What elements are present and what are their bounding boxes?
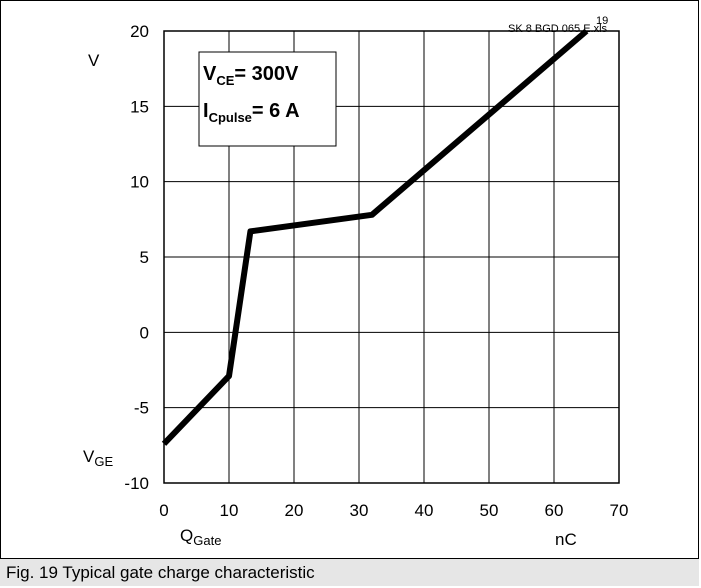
figure-number-annotation: 19: [596, 15, 608, 27]
conditions-box: [198, 51, 337, 147]
x-axis-label: QGate: [180, 526, 221, 548]
file-annotation: SK 8 BGD 065 E.xls: [508, 23, 608, 35]
x-tick-label: 0: [159, 501, 168, 520]
figure-caption: Fig. 19 Typical gate charge characterist…: [0, 558, 699, 586]
x-tick-label: 70: [610, 501, 629, 520]
y-tick-label: -5: [134, 399, 149, 418]
x-tick-label: 60: [545, 501, 564, 520]
x-tick-label: 40: [415, 501, 434, 520]
y-tick-label: 5: [140, 248, 149, 267]
x-tick-label: 20: [285, 501, 304, 520]
y-tick-label: 20: [130, 22, 149, 41]
x-tick-label: 50: [480, 501, 499, 520]
y-tick-label: -10: [124, 474, 149, 493]
gate-charge-curve: [161, 28, 589, 446]
condition-icpulse: ICpulse= 6 A: [203, 100, 300, 125]
y-axis-label: VGE: [83, 447, 113, 469]
x-tick-label: 10: [220, 501, 239, 520]
x-tick-label: 30: [350, 501, 369, 520]
y-tick-labels: -10 -5 0 5 10 15 20: [124, 22, 149, 493]
y-tick-label: 15: [130, 97, 149, 116]
y-unit-label: V: [88, 51, 100, 70]
y-tick-label: 0: [140, 323, 149, 342]
condition-vce: VCE= 300V: [203, 63, 299, 88]
y-tick-label: 10: [130, 173, 149, 192]
x-tick-labels: 0 10 20 30 40 50 60 70: [159, 501, 628, 520]
x-unit-label: nC: [555, 530, 577, 549]
plot-border: [163, 30, 620, 484]
